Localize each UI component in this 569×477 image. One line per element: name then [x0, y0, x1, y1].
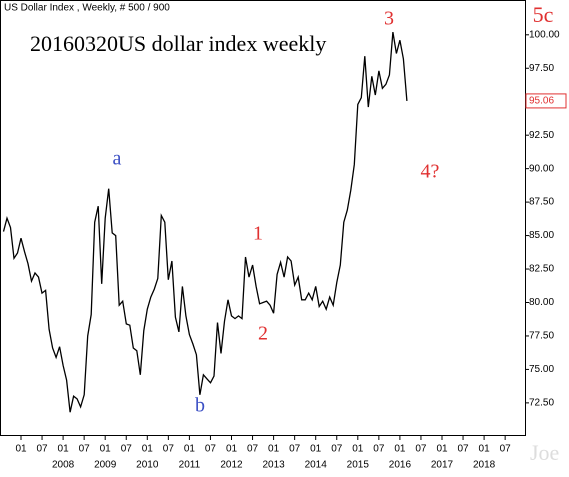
y-tick-label: 92.50	[529, 130, 554, 141]
x-tick-label: 07	[457, 444, 469, 455]
year-label: 2011	[179, 460, 201, 471]
y-tick-label: 97.50	[529, 63, 554, 74]
watermark: Joe	[530, 440, 559, 465]
year-label: 2015	[347, 460, 370, 471]
x-tick-label: 07	[500, 444, 512, 455]
x-tick-label: 01	[310, 444, 322, 455]
x-tick-label: 01	[142, 444, 154, 455]
x-tick-label: 01	[394, 444, 406, 455]
y-tick-label: 90.00	[529, 163, 554, 174]
y-tick-label: 100.00	[529, 29, 560, 40]
x-tick-label: 01	[226, 444, 238, 455]
x-tick-label: 07	[415, 444, 427, 455]
year-label: 2012	[220, 460, 243, 471]
year-label: 2014	[305, 460, 328, 471]
x-tick-label: 07	[79, 444, 91, 455]
x-tick-label: 07	[121, 444, 133, 455]
y-tick-label: 72.50	[529, 398, 554, 409]
year-label: 2017	[431, 460, 454, 471]
x-tick-label: 01	[100, 444, 112, 455]
x-tick-label: 01	[58, 444, 70, 455]
last-price-box	[525, 93, 567, 109]
x-tick-label: 01	[184, 444, 196, 455]
x-tick-label: 07	[247, 444, 259, 455]
wave-label: 4?	[421, 161, 440, 183]
wave-label: 5c	[533, 2, 554, 27]
y-tick-label: 75.00	[529, 364, 554, 375]
year-label: 2016	[389, 460, 412, 471]
y-tick-label: 85.00	[529, 230, 554, 241]
x-tick-label: 07	[36, 444, 48, 455]
x-tick-label: 07	[331, 444, 343, 455]
x-tick-label: 07	[205, 444, 217, 455]
x-tick-label: 01	[352, 444, 364, 455]
wave-label: 1	[253, 223, 263, 245]
x-tick-label: 01	[268, 444, 280, 455]
chart-subtitle: 20160320US dollar index weekly	[30, 31, 326, 56]
wave-label: 3	[384, 8, 394, 30]
y-tick-label: 77.50	[529, 331, 554, 342]
year-label: 2013	[262, 460, 285, 471]
year-label: 2009	[94, 460, 117, 471]
x-tick-label: 01	[436, 444, 448, 455]
y-tick-label: 80.00	[529, 297, 554, 308]
y-tick-label: 82.50	[529, 264, 554, 275]
x-tick-label: 07	[289, 444, 301, 455]
price-line	[2, 31, 408, 413]
chart-title: US Dollar Index , Weekly, # 500 / 900	[4, 3, 170, 14]
last-price-label: 95.06	[529, 96, 554, 107]
year-label: 2018	[473, 460, 496, 471]
x-tick-label: 01	[15, 444, 27, 455]
x-tick-label: 07	[163, 444, 175, 455]
x-tick-label: 07	[373, 444, 385, 455]
year-label: 2008	[52, 460, 75, 471]
wave-label: b	[195, 395, 205, 417]
wave-label: a	[113, 148, 122, 170]
year-label: 2010	[136, 460, 159, 471]
plot-frame	[0, 0, 526, 436]
y-tick-label: 87.50	[529, 197, 554, 208]
wave-label: 2	[258, 323, 268, 345]
x-tick-label: 01	[479, 444, 491, 455]
